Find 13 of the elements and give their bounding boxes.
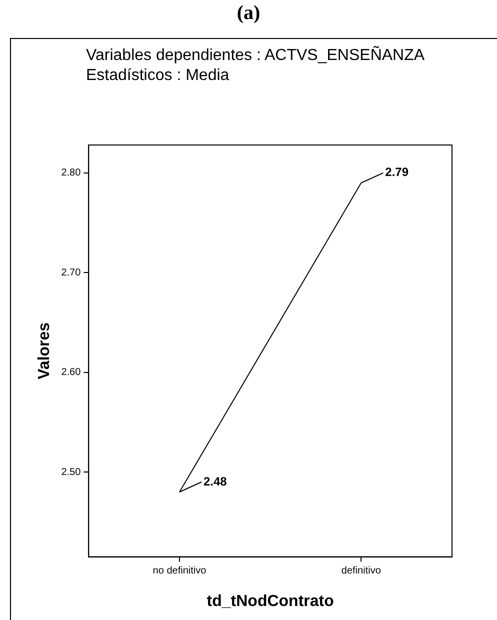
x-tick-label: no definitivo <box>152 566 207 577</box>
y-tick-label: 2.60 <box>61 367 82 378</box>
chart-subtitle: Variables dependientes : ACTVS_ENSEÑANZA <box>86 47 425 65</box>
y-axis-title: Valores <box>36 322 54 380</box>
text: Estadísticos : Media <box>86 67 230 85</box>
data-label: 2.79 <box>385 165 409 180</box>
chart-title: (a) <box>236 2 262 25</box>
data-label: 2.48 <box>203 474 228 488</box>
y-tick-label: 2.50 <box>61 466 82 478</box>
x-tick-label: definitivo <box>341 566 382 577</box>
y-tick-label: 2.70 <box>61 267 82 278</box>
x-axis-title: td_tNodContrato <box>206 592 334 610</box>
y-tick-label: 2.80 <box>61 168 82 179</box>
